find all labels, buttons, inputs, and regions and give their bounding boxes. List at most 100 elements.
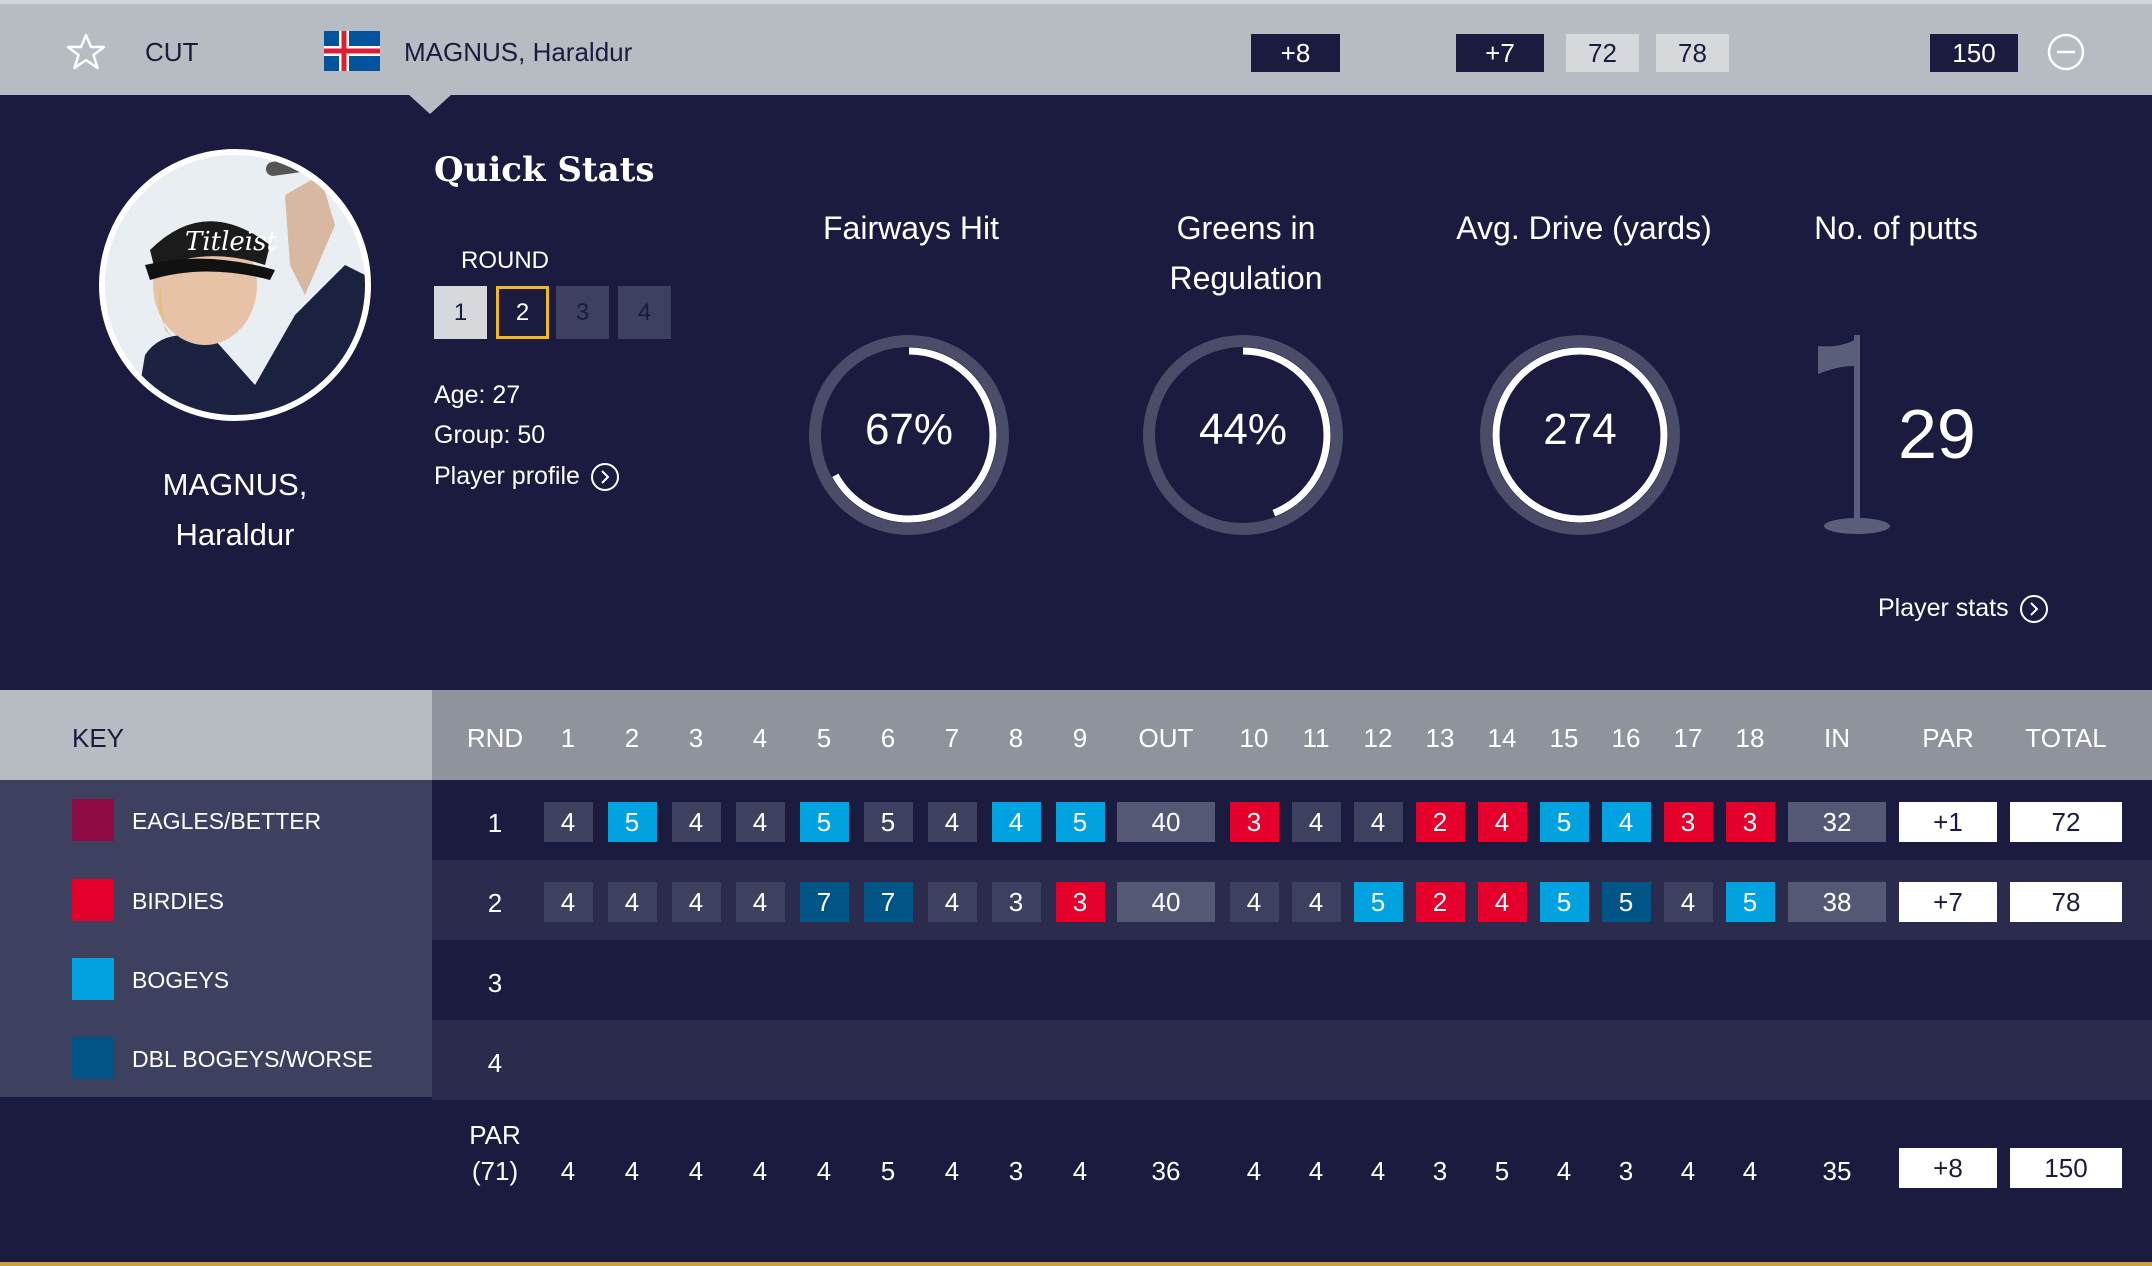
header-13: 13 bbox=[1425, 723, 1455, 753]
hole-score: 4 bbox=[671, 882, 721, 922]
hole-score: 5 bbox=[607, 802, 657, 842]
header-8: 8 bbox=[1008, 723, 1024, 753]
round-button-2[interactable]: 2 bbox=[496, 286, 549, 339]
hole-score: 5 bbox=[1725, 882, 1775, 922]
player-stats-link[interactable]: Player stats bbox=[1878, 594, 2049, 624]
drive-title: Avg. Drive (yards) bbox=[1456, 210, 1712, 246]
hole-score: 3 bbox=[991, 882, 1041, 922]
out-subtotal: 40 bbox=[1117, 802, 1215, 842]
gir-title: Greens in Regulation bbox=[1126, 203, 1366, 303]
collapse-icon[interactable] bbox=[2046, 32, 2086, 72]
header-in: IN bbox=[1824, 723, 1850, 753]
iceland-flag-icon bbox=[324, 31, 380, 71]
player-full-name: MAGNUS, Haraldur bbox=[110, 460, 360, 560]
hole-par: 4 bbox=[1742, 1156, 1758, 1186]
gir-ring bbox=[1143, 335, 1343, 535]
header-11: 11 bbox=[1302, 723, 1330, 753]
player-age: Age: 27 bbox=[434, 381, 521, 409]
fairways-ring bbox=[809, 335, 1009, 535]
fairways-title: Fairways Hit bbox=[822, 210, 999, 246]
star-icon[interactable] bbox=[66, 32, 106, 72]
header-3: 3 bbox=[688, 723, 704, 753]
out-subtotal: 40 bbox=[1117, 882, 1215, 922]
hole-par: 4 bbox=[1556, 1156, 1572, 1186]
chevron-right-circle-icon bbox=[2019, 595, 2048, 624]
hole-score: 5 bbox=[799, 802, 849, 842]
hole-par: 4 bbox=[1246, 1156, 1262, 1186]
total-score-badge: 150 bbox=[1930, 34, 2018, 72]
hole-par: 5 bbox=[1494, 1156, 1510, 1186]
drive-ring bbox=[1480, 335, 1680, 535]
par-label: PAR bbox=[469, 1120, 521, 1150]
hole-score: 4 bbox=[927, 802, 977, 842]
hole-par: 4 bbox=[944, 1156, 960, 1186]
bogeys-swatch bbox=[72, 958, 114, 1000]
hole-score: 5 bbox=[1353, 882, 1403, 922]
in-subtotal: 32 bbox=[1788, 802, 1886, 842]
round-button-4[interactable]: 4 bbox=[618, 286, 671, 339]
hole-par: 4 bbox=[624, 1156, 640, 1186]
player-stats-label: Player stats bbox=[1878, 594, 2009, 622]
player-surname: MAGNUS, bbox=[162, 467, 308, 502]
round-number: 4 bbox=[487, 1048, 503, 1078]
round-label: ROUND bbox=[461, 247, 549, 274]
hole-score: 4 bbox=[1291, 882, 1341, 922]
player-group: Group: 50 bbox=[434, 421, 546, 449]
round-number: 2 bbox=[487, 888, 503, 918]
player-firstname: Haraldur bbox=[175, 517, 295, 552]
par-total-label: (71) bbox=[471, 1156, 519, 1186]
key-title: KEY bbox=[72, 723, 125, 753]
hole-par: 4 bbox=[752, 1156, 768, 1186]
hole-score: 4 bbox=[1601, 802, 1651, 842]
header-18: 18 bbox=[1735, 723, 1765, 753]
key-label: EAGLES/BETTER bbox=[132, 808, 322, 834]
quick-stats-title: Quick Stats bbox=[434, 150, 655, 190]
hole-score: 4 bbox=[1353, 802, 1403, 842]
hole-score: 4 bbox=[543, 802, 593, 842]
player-name-label: MAGNUS, Haraldur bbox=[404, 37, 633, 67]
header-4: 4 bbox=[752, 723, 768, 753]
hole-par: 3 bbox=[1618, 1156, 1634, 1186]
gir-title-line1: Greens in bbox=[1176, 210, 1316, 246]
player-row-header[interactable]: CUT MAGNUS, Haraldur +8 +7 72 78 150 bbox=[0, 0, 2152, 95]
hole-score: 4 bbox=[607, 882, 657, 922]
hole-par: 4 bbox=[1308, 1156, 1324, 1186]
hole-par: 3 bbox=[1432, 1156, 1448, 1186]
in-par: 35 bbox=[1822, 1156, 1852, 1186]
gir-title-line2: Regulation bbox=[1169, 260, 1323, 296]
player-profile-label: Player profile bbox=[434, 462, 580, 490]
key-header: KEY bbox=[0, 690, 432, 780]
round-button-1[interactable]: 1 bbox=[434, 286, 487, 339]
round-to-par: +7 bbox=[1899, 882, 1997, 922]
chevron-right-circle-icon bbox=[590, 463, 619, 492]
header-17: 17 bbox=[1673, 723, 1703, 753]
drive-value: 274 bbox=[1543, 405, 1617, 454]
header-14: 14 bbox=[1487, 723, 1517, 753]
hole-score: 7 bbox=[799, 882, 849, 922]
hole-score: 3 bbox=[1229, 802, 1279, 842]
hole-score: 3 bbox=[1663, 802, 1713, 842]
hole-score: 4 bbox=[735, 802, 785, 842]
header-7: 7 bbox=[944, 723, 960, 753]
header-2: 2 bbox=[624, 723, 640, 753]
hole-par: 4 bbox=[560, 1156, 576, 1186]
hole-par: 4 bbox=[1680, 1156, 1696, 1186]
header-16: 16 bbox=[1611, 723, 1641, 753]
score-row-4: 4 bbox=[432, 1020, 2152, 1100]
dbl-bogeys-swatch bbox=[72, 1037, 114, 1079]
header-par: PAR bbox=[1922, 723, 1974, 753]
hole-score: 2 bbox=[1415, 802, 1465, 842]
birdies-swatch bbox=[72, 879, 114, 921]
hole-score: 4 bbox=[735, 882, 785, 922]
player-profile-link[interactable]: Player profile bbox=[434, 462, 620, 492]
header-12: 12 bbox=[1363, 723, 1393, 753]
putts-title: No. of putts bbox=[1814, 210, 1978, 246]
key-label: BIRDIES bbox=[132, 888, 225, 914]
hole-score: 4 bbox=[1477, 802, 1527, 842]
fairways-value: 67% bbox=[864, 405, 954, 454]
header-1: 1 bbox=[560, 723, 576, 753]
hole-score: 5 bbox=[1055, 802, 1105, 842]
score-row-2: 2 4 4 4 4 7 7 4 3 3 40 4 4 5 2 4 5 5 4 5 38 +7 78 bbox=[432, 860, 2152, 940]
round-button-3[interactable]: 3 bbox=[556, 286, 609, 339]
out-par: 36 bbox=[1151, 1156, 1181, 1186]
